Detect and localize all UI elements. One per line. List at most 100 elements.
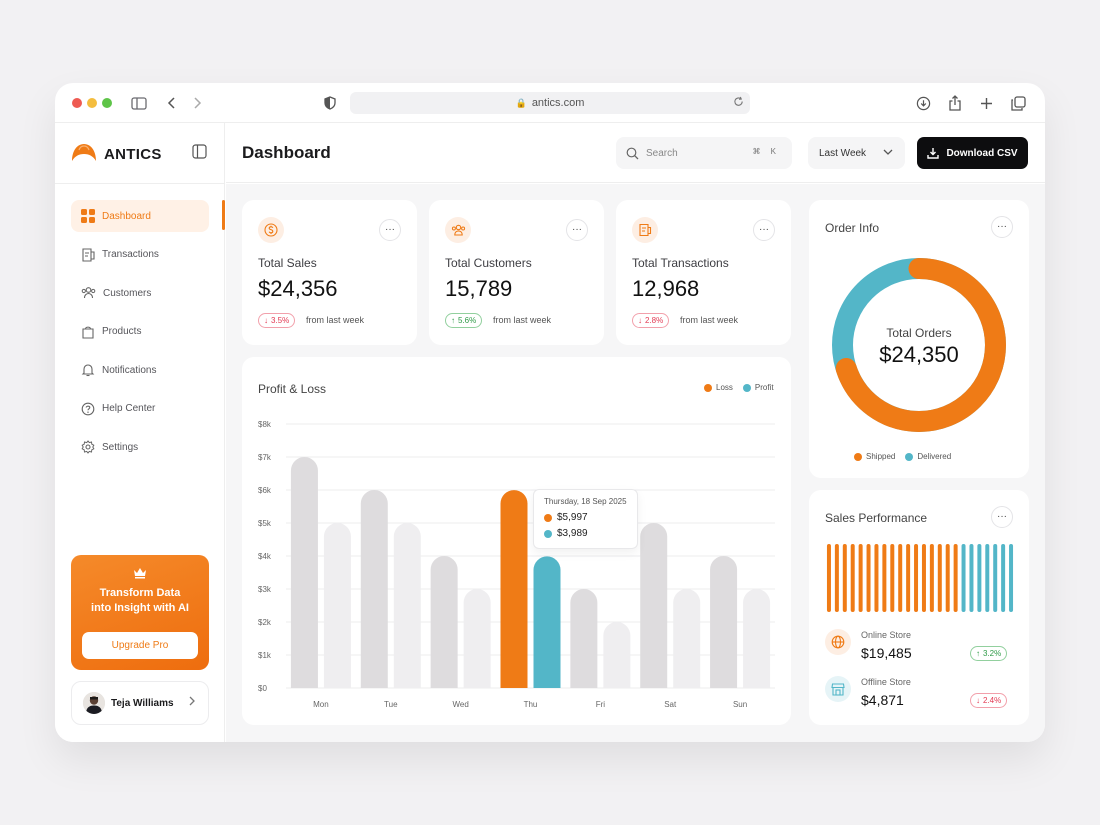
legend-label: Shipped (866, 452, 896, 461)
bar-loss-mon[interactable] (290, 457, 318, 688)
tabs-overview-icon[interactable] (1008, 93, 1028, 113)
bar-loss-sun[interactable] (710, 556, 738, 688)
bar-loss-thu[interactable] (500, 490, 528, 688)
chevron-down-icon (883, 149, 893, 155)
more-options-button[interactable]: ··· (566, 219, 588, 241)
sidebar-item-transactions[interactable]: Transactions (71, 239, 209, 271)
performance-bar (866, 544, 871, 612)
bar-profit-sat[interactable] (673, 589, 701, 688)
more-options-button[interactable]: ··· (991, 216, 1013, 238)
search-icon (626, 147, 639, 159)
performance-bar (953, 544, 958, 612)
x-tick-label: Wed (452, 700, 468, 709)
legend-swatch-loss (704, 383, 712, 392)
sidebar-item-label: Customers (103, 287, 152, 299)
performance-bar (921, 544, 926, 612)
receipt-icon (632, 217, 658, 243)
sidebar-item-settings[interactable]: Settings (71, 431, 209, 463)
more-options-button[interactable]: ··· (991, 506, 1013, 528)
sidebar-item-label: Dashboard (102, 210, 151, 222)
legend-label: Delivered (917, 452, 952, 461)
back-icon[interactable] (162, 93, 182, 113)
close-window-button[interactable] (72, 98, 82, 108)
address-bar[interactable]: 🔒 antics.com (350, 92, 750, 114)
performance-bar (858, 544, 863, 612)
sidebar-item-label: Help Center (102, 403, 156, 414)
sidebar-item-products[interactable]: Products (71, 316, 209, 348)
arrow-up-icon: ↑ (976, 649, 980, 658)
maximize-window-button[interactable] (102, 98, 112, 108)
sidebar-item-label: Settings (102, 441, 139, 453)
donut-center-value: $24,350 (879, 342, 959, 367)
bar-loss-tue[interactable] (360, 490, 388, 688)
grid-icon (81, 209, 95, 223)
bar-profit-thu[interactable] (533, 556, 561, 688)
tooltip-loss-value: $5,997 (557, 512, 588, 523)
performance-bar (977, 544, 982, 612)
store-value: $4,871 (861, 692, 904, 708)
more-options-button[interactable]: ··· (753, 219, 775, 241)
sidebar-item-customers[interactable]: Customers (71, 277, 209, 309)
bar-profit-fri[interactable] (603, 622, 631, 688)
share-icon[interactable] (945, 93, 965, 113)
y-tick-label: $0 (258, 684, 267, 693)
date-range-select[interactable]: Last Week (808, 137, 905, 169)
legend-item-shipped: Shipped (854, 452, 895, 461)
bar-profit-tue[interactable] (393, 523, 421, 688)
sidebar-item-dashboard[interactable]: Dashboard (71, 200, 209, 232)
download-icon[interactable] (913, 93, 933, 113)
shield-icon[interactable] (320, 93, 340, 113)
promo-title-line1: Transform Data (99, 587, 181, 599)
performance-bar (890, 544, 895, 612)
sidebar-item-label: Transactions (102, 249, 159, 260)
sales-performance-bars (826, 544, 1014, 612)
sidebar-item-label: Notifications (102, 364, 157, 376)
promo-title-line2: into Insight with AI (91, 602, 189, 614)
performance-bar (937, 544, 942, 612)
change-badge-down: ↓ 2.4% (970, 693, 1008, 708)
collapse-sidebar-icon[interactable] (192, 144, 207, 164)
gear-icon (81, 440, 95, 454)
antics-logo-icon (71, 142, 97, 167)
chart-tooltip: Thursday, 18 Sep 2025 $5,997 $3,989 (533, 489, 638, 549)
stat-card-total-customers: ··· Total Customers 15,789 ↑ 5.6% from la… (429, 200, 604, 345)
more-options-button[interactable]: ··· (379, 219, 401, 241)
x-tick-label: Sun (733, 700, 747, 709)
sidebar-toggle-icon[interactable] (129, 93, 149, 113)
crown-icon (71, 566, 209, 584)
legend-item-profit: Profit (742, 383, 774, 392)
tooltip-date: Thursday, 18 Sep 2025 (544, 497, 627, 506)
change-value: 3.2% (983, 649, 1002, 658)
y-tick-label: $7k (258, 453, 272, 462)
search-input[interactable]: Search ⌘ K (616, 137, 792, 169)
bar-profit-mon[interactable] (323, 523, 351, 688)
legend-item-loss: Loss (704, 383, 733, 392)
tooltip-profit-row: $3,989 (544, 528, 588, 539)
store-icon (825, 676, 851, 702)
performance-bar (826, 544, 831, 612)
bar-loss-sat[interactable] (640, 523, 668, 688)
performance-bar (842, 544, 847, 612)
bar-profit-wed[interactable] (463, 589, 491, 688)
legend-label: Loss (716, 383, 733, 392)
order-donut-chart: Total Orders $24,350 (830, 256, 1008, 434)
brand[interactable]: ANTICS (71, 142, 162, 167)
sidebar-item-notifications[interactable]: Notifications (71, 354, 209, 386)
reload-icon[interactable] (733, 96, 744, 110)
bar-profit-sun[interactable] (743, 589, 771, 688)
browser-toolbar: 🔒 antics.com (55, 83, 1045, 123)
download-csv-button[interactable]: Download CSV (917, 137, 1028, 169)
bar-loss-wed[interactable] (430, 556, 458, 688)
minimize-window-button[interactable] (87, 98, 97, 108)
bar-loss-fri[interactable] (570, 589, 598, 688)
forward-icon[interactable] (187, 93, 207, 113)
user-profile-button[interactable]: Teja Williams (71, 681, 209, 725)
legend-swatch-delivered (905, 452, 914, 461)
performance-bar (914, 544, 919, 612)
upgrade-pro-button[interactable]: Upgrade Pro (82, 632, 198, 659)
new-tab-icon[interactable] (976, 93, 996, 113)
y-tick-label: $5k (258, 519, 272, 528)
sidebar-item-help-center[interactable]: Help Center (71, 393, 209, 425)
stat-value: $24,356 (258, 276, 338, 301)
store-name: Online Store (861, 630, 912, 640)
